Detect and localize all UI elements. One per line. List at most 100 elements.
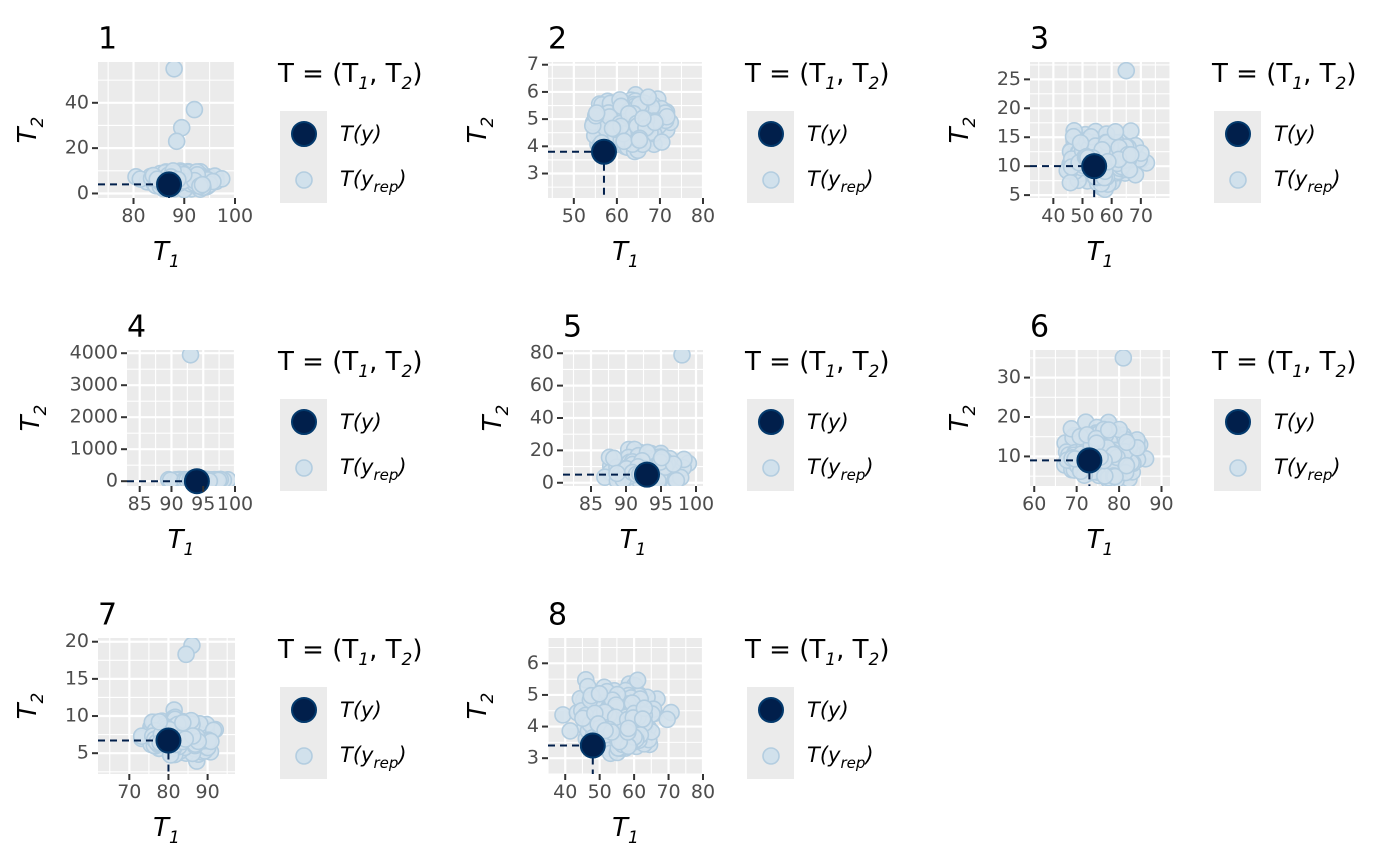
- rep-point: [1099, 421, 1118, 439]
- panel-title: 4: [127, 310, 146, 345]
- y-tick-label: 2000: [70, 406, 118, 428]
- y-tick-label: 20: [530, 439, 554, 461]
- panel-title: 3: [1030, 22, 1049, 57]
- y-tick-label: 5: [77, 742, 89, 764]
- legend-observed-key: [758, 121, 784, 147]
- panel-6: 6 60 70 80 90 10 20 30 T1 T2 T = (T1, T2) T(y) T(yre…: [945, 310, 1356, 561]
- panel-title: 5: [563, 310, 582, 345]
- y-tick-label: 6: [527, 80, 539, 102]
- y-tick-label: 25: [997, 68, 1021, 90]
- rep-point: [590, 684, 609, 703]
- x-tick-label: 80: [691, 781, 715, 803]
- x-tick-label: 80: [156, 781, 180, 803]
- legend: T = (T1, T2) T(y) T(yrep): [1211, 347, 1356, 491]
- legend-observed-label: T(y): [807, 122, 849, 146]
- y-tick-label: 40: [530, 407, 554, 429]
- x-tick-label: 85: [128, 493, 152, 515]
- panel-title: 7: [98, 598, 117, 633]
- y-axis-label: T2: [13, 117, 48, 144]
- observed-point: [1076, 447, 1103, 474]
- observed-point: [590, 138, 617, 165]
- rep-point-outlier: [673, 350, 691, 364]
- y-axis-label: T2: [463, 693, 498, 720]
- observed-point: [579, 732, 606, 759]
- panel-title: 1: [98, 22, 117, 57]
- x-axis-label: T1: [612, 237, 639, 272]
- legend-observed-key: [291, 409, 317, 435]
- legend-observed-label: T(y): [340, 410, 382, 434]
- legend-title: T = (T1, T2): [1211, 347, 1356, 382]
- legend-title: T = (T1, T2): [744, 635, 889, 670]
- y-tick-label: 15: [65, 667, 89, 689]
- legend-title: T = (T1, T2): [277, 59, 422, 94]
- legend-rep-label: T(yrep): [807, 743, 874, 772]
- x-axis-label: T1: [612, 813, 639, 848]
- legend-observed-label: T(y): [807, 410, 849, 434]
- x-tick-label: 40: [1041, 205, 1065, 227]
- x-tick-label: 90: [614, 493, 638, 515]
- x-tick-label: 60: [1100, 205, 1124, 227]
- rep-point: [150, 713, 169, 731]
- x-axis-label: T1: [620, 525, 647, 560]
- rep-point: [174, 713, 192, 732]
- x-tick-label: 70: [117, 781, 141, 803]
- legend-observed-key: [291, 121, 317, 147]
- x-tick-label: 80: [691, 205, 715, 227]
- y-tick-label: 4: [527, 715, 539, 737]
- x-tick-label: 60: [622, 781, 646, 803]
- rep-point-outlier: [181, 350, 200, 364]
- panel-1: 1 80 90 100 0 20 40 T1 T2 T = (T1, T2) T(y) T(yrep): [13, 22, 422, 273]
- x-tick-label: 90: [196, 781, 220, 803]
- x-tick-label: 60: [605, 205, 629, 227]
- rep-point: [587, 104, 606, 122]
- y-tick-label: 5: [527, 683, 539, 705]
- rep-point: [608, 464, 626, 483]
- x-tick-label: 70: [648, 205, 672, 227]
- legend-rep-label: T(yrep): [340, 743, 407, 772]
- rep-point: [652, 448, 671, 467]
- legend-rep-label: T(yrep): [1274, 455, 1341, 484]
- x-axis-label: T1: [1087, 525, 1114, 560]
- x-axis-label: T1: [168, 525, 195, 560]
- rep-point: [634, 109, 652, 128]
- legend-observed-label: T(y): [1274, 122, 1316, 146]
- y-tick-label: 60: [530, 374, 554, 396]
- legend: T = (T1, T2) T(y) T(yrep): [277, 347, 422, 491]
- rep-point: [667, 471, 686, 486]
- legend: T = (T1, T2) T(y) T(yrep): [744, 347, 889, 491]
- gridlines: [127, 350, 237, 486]
- y-tick-label: 1000: [70, 438, 118, 460]
- y-tick-label: 40: [65, 91, 89, 113]
- panel-2: 2 50 60 70 80 3 4 5 6 7 T1 T2 T = (T1, T2) T(y) T(yrep…: [463, 22, 889, 273]
- x-tick-label: 100: [678, 493, 714, 515]
- legend-title: T = (T1, T2): [277, 347, 422, 382]
- observed-point: [156, 171, 183, 198]
- rep-point-outlier: [167, 132, 186, 151]
- x-tick-label: 80: [1107, 493, 1131, 515]
- panel-7: 7 70 80 90 5 10 15 20 T1 T2 T = (T1, T2) T(y) T(yrep…: [13, 598, 422, 849]
- replicated-points: [554, 671, 680, 763]
- legend: T = (T1, T2) T(y) T(yrep): [277, 635, 422, 779]
- legend-observed-key: [758, 697, 784, 723]
- x-tick-label: 50: [1070, 205, 1094, 227]
- panel-title: 2: [548, 22, 567, 57]
- rep-point-outlier: [165, 62, 183, 78]
- y-tick-label: 3: [527, 162, 539, 184]
- legend-observed-key: [1225, 121, 1251, 147]
- x-tick-label: 60: [1022, 493, 1046, 515]
- legend-rep-key: [295, 171, 313, 189]
- x-axis-label: T1: [153, 813, 180, 848]
- legend-rep-label: T(yrep): [807, 167, 874, 196]
- rep-point: [554, 706, 572, 724]
- y-axis-label: T2: [945, 405, 980, 432]
- legend-rep-key: [762, 171, 780, 189]
- x-tick-label: 70: [1065, 493, 1089, 515]
- x-tick-label: 90: [172, 205, 196, 227]
- y-tick-label: 0: [106, 470, 118, 492]
- y-tick-label: 10: [997, 445, 1021, 467]
- rep-point: [1117, 456, 1136, 475]
- x-axis-label: T1: [153, 237, 180, 272]
- x-tick-label: 90: [159, 493, 183, 515]
- x-tick-label: 100: [217, 493, 253, 515]
- y-tick-label: 20: [65, 630, 89, 652]
